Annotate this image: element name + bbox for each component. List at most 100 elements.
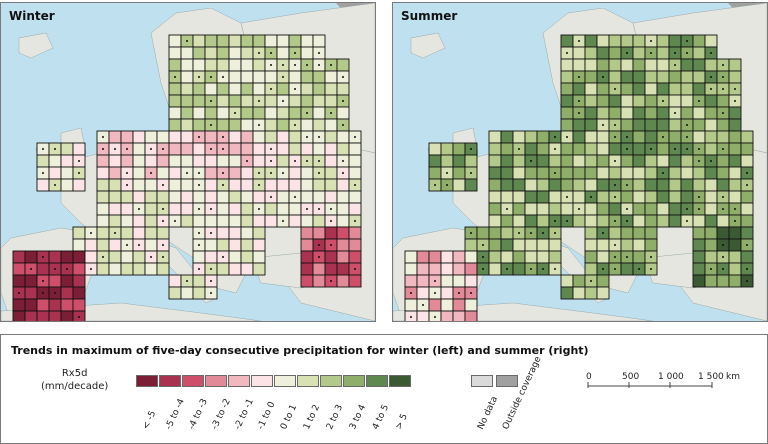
- grid-cell: [560, 118, 574, 132]
- grid-cell: [704, 214, 718, 228]
- legend-swatch-2: [182, 375, 204, 387]
- grid-cell: [476, 226, 490, 240]
- significance-dot: [258, 52, 260, 54]
- grid-cell: [168, 166, 182, 180]
- grid-cell: [336, 190, 350, 204]
- significance-dot: [54, 184, 56, 186]
- grid-cell: [692, 118, 706, 132]
- grid-cell: [312, 70, 326, 84]
- significance-dot: [578, 100, 580, 102]
- grid-cell: [312, 94, 326, 108]
- significance-dot: [614, 256, 616, 258]
- significance-dot: [638, 268, 640, 270]
- grid-cell: [168, 94, 182, 108]
- grid-cell: [36, 310, 50, 321]
- grid-cell: [168, 190, 182, 204]
- grid-cell: [548, 250, 562, 264]
- significance-dot: [126, 172, 128, 174]
- grid-cell: [276, 118, 290, 132]
- grid-cell: [524, 130, 538, 144]
- land-area-8: [18, 32, 54, 59]
- grid-cell: [240, 190, 254, 204]
- significance-dot: [434, 316, 436, 318]
- grid-cell: [96, 154, 110, 168]
- significance-dot: [686, 40, 688, 42]
- grid-cell: [168, 142, 182, 156]
- significance-dot: [698, 100, 700, 102]
- grid-cell: [60, 166, 74, 180]
- grid-cell: [428, 166, 442, 180]
- grid-cell: [276, 34, 290, 48]
- grid-cell: [464, 298, 478, 312]
- grid-cell: [252, 130, 266, 144]
- grid-cell: [584, 286, 598, 300]
- significance-dot: [722, 76, 724, 78]
- grid-cell: [180, 46, 194, 60]
- grid-cell: [180, 178, 194, 192]
- grid-cell: [632, 166, 646, 180]
- significance-dot: [602, 232, 604, 234]
- grid-cell: [336, 142, 350, 156]
- grid-cell: [216, 238, 230, 252]
- grid-cell: [656, 178, 670, 192]
- grid-cell: [132, 130, 146, 144]
- significance-dot: [482, 244, 484, 246]
- grid-cell: [692, 238, 706, 252]
- legend-swatch-9: [343, 375, 365, 387]
- grid-cell: [264, 94, 278, 108]
- significance-dot: [614, 160, 616, 162]
- significance-dot: [282, 76, 284, 78]
- grid-cell: [560, 154, 574, 168]
- grid-cell: [204, 46, 218, 60]
- significance-dot: [42, 172, 44, 174]
- grid-cell: [596, 46, 610, 60]
- significance-dot: [210, 100, 212, 102]
- grid-cell: [204, 82, 218, 96]
- grid-cell: [96, 262, 110, 276]
- grid-cell: [312, 106, 326, 120]
- grid-cell: [228, 154, 242, 168]
- grid-cell: [216, 154, 230, 168]
- grid-cell: [288, 166, 302, 180]
- grid-cell: [24, 274, 38, 288]
- significance-dot: [686, 148, 688, 150]
- grid-cell: [156, 262, 170, 276]
- grid-cell: [656, 118, 670, 132]
- grid-cell: [288, 178, 302, 192]
- significance-dot: [78, 316, 80, 318]
- grid-cell: [324, 154, 338, 168]
- grid-cell: [36, 262, 50, 276]
- grid-cell: [632, 250, 646, 264]
- summer-map-title: Summer: [401, 9, 458, 23]
- grid-cell: [300, 274, 314, 288]
- significance-dot: [434, 184, 436, 186]
- significance-dot: [650, 148, 652, 150]
- significance-dot: [530, 232, 532, 234]
- winter-map: [1, 3, 375, 321]
- grid-cell: [276, 142, 290, 156]
- grid-cell: [440, 286, 454, 300]
- significance-dot: [162, 184, 164, 186]
- significance-dot: [734, 88, 736, 90]
- significance-dot: [282, 220, 284, 222]
- grid-cell: [656, 190, 670, 204]
- grid-cell: [180, 202, 194, 216]
- grid-cell: [632, 46, 646, 60]
- grid-cell: [632, 226, 646, 240]
- grid-cell: [584, 106, 598, 120]
- grid-cell: [452, 154, 466, 168]
- grid-cell: [36, 154, 50, 168]
- grid-cell: [524, 166, 538, 180]
- grid-cell: [348, 250, 362, 264]
- significance-dot: [294, 160, 296, 162]
- grid-cell: [300, 250, 314, 264]
- scale-bar-line: [587, 382, 713, 388]
- grid-cell: [560, 202, 574, 216]
- grid-cell: [596, 202, 610, 216]
- grid-cell: [336, 214, 350, 228]
- grid-cell: [644, 58, 658, 72]
- significance-dot: [210, 76, 212, 78]
- grid-cell: [404, 274, 418, 288]
- summer-map-panel: Summer: [392, 2, 768, 322]
- grid-cell: [48, 310, 62, 321]
